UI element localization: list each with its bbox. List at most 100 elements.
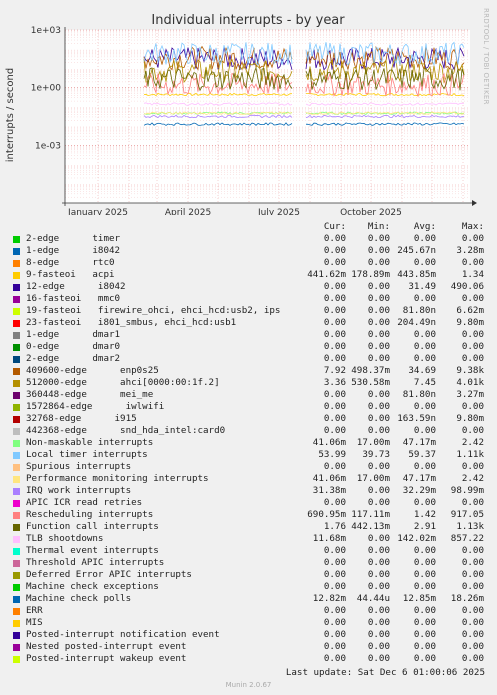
legend-row: 16-fasteoi mmc0 0.00 0.00 0.00 0.00 [0,293,497,305]
legend-min: 0.00 [367,557,390,568]
legend-avg: 12.85m [402,593,436,604]
x-tick-label: January 2025 [67,208,128,215]
legend-cur: 0.00 [323,233,346,244]
legend-label: MIS [26,617,43,628]
series-line [143,114,293,119]
legend-min: 0.00 [367,389,390,400]
legend-swatch [13,284,20,291]
legend-min: 0.00 [367,533,390,544]
legend-avg: 142.02m [397,533,436,544]
legend-cur: 0.00 [323,425,346,436]
legend-cur: 0.00 [323,257,346,268]
legend-max: 0.00 [461,401,484,412]
legend-avg: 0.00 [413,569,436,580]
legend-cur: 0.00 [323,329,346,340]
legend-max: 0.00 [461,581,484,592]
legend-max: 2.42 [461,437,484,448]
legend-row: Spurious interrupts 0.00 0.00 0.00 0.00 [0,461,497,473]
legend-avg: 0.00 [413,257,436,268]
legend-row: ERR 0.00 0.00 0.00 0.00 [0,605,497,617]
legend-row: 1-edge i8042 0.00 0.00 245.67n 3.28m [0,245,497,257]
series-line [143,72,293,95]
legend-cur: 0.00 [323,293,346,304]
legend-cur: 0.00 [323,581,346,592]
legend-swatch [13,248,20,255]
legend-min: 39.73 [362,449,390,460]
legend-max: 3.28m [456,245,484,256]
legend-row: 1572864-edge iwlwifi 0.00 0.00 0.00 0.00 [0,401,497,413]
generator-footer: Munin 2.0.67 [225,681,272,689]
legend-cur: 0.00 [323,401,346,412]
legend-min: 0.00 [367,401,390,412]
legend-label: APIC ICR read retries [26,497,143,508]
legend-cur: 0.00 [323,353,346,364]
legend-label: 2-edge dmar2 [26,353,121,364]
legend-cur: 0.00 [323,653,346,664]
legend-max: 0.00 [461,605,484,616]
y-tick-label: 1e+00 [31,84,62,94]
legend-row: 2-edge timer 0.00 0.00 0.00 0.00 [0,233,497,245]
legend-cur: 441.62m [307,269,346,280]
series-line [143,122,293,126]
legend-max: 9.38k [456,365,484,376]
legend-max: 9.80m [456,317,484,328]
legend-max: 0.00 [461,257,484,268]
legend-max: 98.99m [450,485,484,496]
legend-label: TLB shootdowns [26,533,104,544]
legend-swatch [13,320,20,327]
legend-swatch [13,476,20,483]
series-line [305,111,465,116]
legend-label: 19-fasteoi firewire_ohci, ehci_hcd:usb2,… [26,305,281,316]
legend-cur: 690.95m [307,509,346,520]
legend-cur: 0.00 [323,389,346,400]
legend-avg: 245.67n [397,245,436,256]
legend-swatch [13,656,20,663]
legend-row: 19-fasteoi firewire_ohci, ehci_hcd:usb2,… [0,305,497,317]
legend-swatch [13,416,20,423]
legend-min: 0.00 [367,617,390,628]
legend-avg: 0.00 [413,329,436,340]
legend-label: 1-edge i8042 [26,245,121,256]
legend-avg: 0.00 [413,557,436,568]
legend-avg: 0.00 [413,341,436,352]
col-min: Min: [367,221,390,232]
legend-swatch [13,500,20,507]
legend-swatch [13,332,20,339]
legend-row: Machine check exceptions 0.00 0.00 0.00 0.00 [0,581,497,593]
legend-max: 2.42 [461,473,484,484]
x-tick-label: April 2025 [165,208,211,215]
legend-swatch [13,440,20,447]
legend-label: Thermal event interrupts [26,545,159,556]
legend-cur: 0.00 [323,605,346,616]
legend-row: MIS 0.00 0.00 0.00 0.00 [0,617,497,629]
legend-max: 0.00 [461,341,484,352]
legend-label: 0-edge dmar0 [26,341,121,352]
legend-min: 0.00 [367,497,390,508]
legend-max: 917.05 [450,509,484,520]
legend-cur: 7.92 [323,365,346,376]
series-line [143,58,293,84]
legend-swatch [13,512,20,519]
legend-avg: 34.69 [408,365,436,376]
series-line [305,72,465,98]
legend-avg: 163.59n [397,413,436,424]
legend-max: 6.62m [456,305,484,316]
legend-avg: 32.29m [402,485,436,496]
legend-label: Local timer interrupts [26,449,148,460]
series-line [143,102,293,106]
legend-max: 4.01k [456,377,484,388]
legend-row: Thermal event interrupts 0.00 0.00 0.00 0.00 [0,545,497,557]
legend-avg: 0.00 [413,401,436,412]
legend-avg: 31.49 [408,281,436,292]
legend-row: Nested posted-interrupt event 0.00 0.00 0.0… [0,641,497,653]
legend-label: Machine check exceptions [26,581,159,592]
x-axis-arrow [472,200,477,206]
legend-cur: 0.00 [323,641,346,652]
legend-avg: 81.80n [402,305,436,316]
legend-avg: 0.00 [413,425,436,436]
legend-avg: 0.00 [413,293,436,304]
legend-label: 512000-edge ahci[0000:00:1f.2] [26,377,220,388]
series-line [305,67,465,91]
legend-label: ERR [26,605,43,616]
legend-row: Local timer interrupts 53.99 39.73 59.37 1.1… [0,449,497,461]
